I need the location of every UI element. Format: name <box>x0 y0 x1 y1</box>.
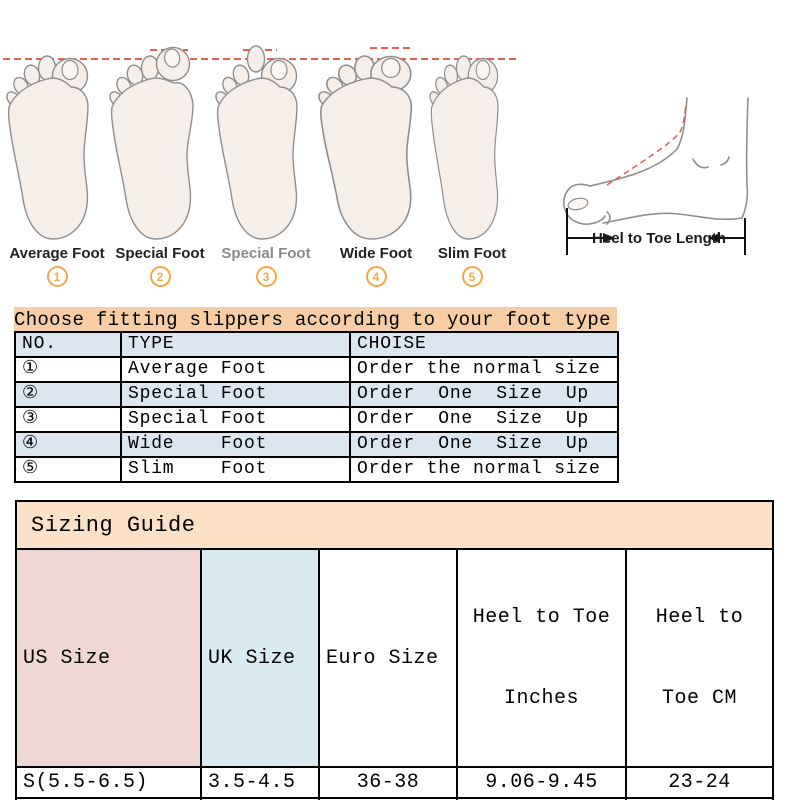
col-header-euro-size: Euro Size <box>318 548 458 768</box>
uk-size-value: 5-6.5 <box>200 797 320 800</box>
col-header-heel-to-toe-inches: Heel to Toe Inches <box>456 548 627 768</box>
foot-number-badge: 5 <box>461 266 483 287</box>
fit-no: ④ <box>14 431 122 458</box>
us-size-value: S(5.5-6.5) <box>15 766 202 799</box>
fit-table-row-1: ① Average Foot Order the normal size <box>14 356 619 383</box>
inches-value: 9.84-10.24 <box>456 797 627 800</box>
instep-dashed-line <box>606 102 687 186</box>
sizing-title-row: Sizing Guide <box>14 500 775 550</box>
special-foot-icon <box>215 45 298 240</box>
fit-table: NO. TYPE CHOISE ① Average Foot Order the… <box>14 331 619 483</box>
foot-type-wide: Wide Foot 4 <box>318 53 426 287</box>
foot-type-special-1: Special Foot 2 <box>109 46 210 287</box>
cm-value: 25-26 <box>624 797 775 800</box>
fit-header-no: NO. <box>14 331 122 358</box>
fit-choise: Order the normal size <box>349 356 619 383</box>
fit-no: ⑤ <box>14 456 122 483</box>
sizing-table: Sizing Guide US Size UK Size Euro Size H… <box>14 500 775 800</box>
foot-number-badge: 2 <box>149 266 171 287</box>
fit-table-row-4: ④ Wide Foot Order One Size Up <box>14 431 619 458</box>
sizing-header-row: US Size UK Size Euro Size Heel to Toe In… <box>15 548 775 768</box>
foot-type-slim: Slim Foot 5 <box>422 53 522 287</box>
fit-type: Average Foot <box>120 356 351 383</box>
fit-table-title: Choose fitting slippers according to you… <box>14 307 617 331</box>
foot-label: Special Foot <box>115 245 205 262</box>
fit-no: ③ <box>14 406 122 433</box>
euro-size-value: 36-38 <box>318 766 458 799</box>
col-header-heel-to-toe-cm: Heel to Toe CM <box>624 548 775 768</box>
fit-table-row-2: ② Special Foot Order One Size Up <box>14 381 619 408</box>
foot-label: Average Foot <box>9 245 105 262</box>
fit-table-row-3: ③ Special Foot Order One Size Up <box>14 406 619 433</box>
fit-choise: Order One Size Up <box>349 381 619 408</box>
fit-choise: Order One Size Up <box>349 431 619 458</box>
us-size-value: M(7-8) <box>15 797 202 800</box>
fit-header-type: TYPE <box>120 331 351 358</box>
fit-type: Wide Foot <box>120 431 351 458</box>
special-foot-icon <box>109 46 194 240</box>
wide-foot-icon <box>318 55 413 240</box>
foot-label: Slim Foot <box>437 245 507 262</box>
euro-size-value: 39-40 <box>318 797 458 800</box>
sizing-guide-title: Sizing Guide <box>14 500 775 550</box>
fit-type: Special Foot <box>120 406 351 433</box>
cm-value: 23-24 <box>624 766 775 799</box>
average-foot-icon <box>6 55 89 240</box>
foot-label: Special Foot <box>221 245 311 262</box>
foot-label: Wide Foot <box>339 245 413 262</box>
heel-to-toe-length-label: Heel to Toe Length <box>592 230 726 247</box>
fit-choise: Order the normal size <box>349 456 619 483</box>
fit-type: Special Foot <box>120 381 351 408</box>
side-foot-measurement-diagram: Heel to Toe Length <box>563 97 749 255</box>
sizing-row-m: M(7-8) 5-6.5 39-40 9.84-10.24 25-26 <box>15 797 775 800</box>
foot-type-average: Average Foot 1 <box>6 53 107 287</box>
foot-type-special-2: Special Foot 3 <box>215 45 316 287</box>
fit-type: Slim Foot <box>120 456 351 483</box>
sizing-row-s: S(5.5-6.5) 3.5-4.5 36-38 9.06-9.45 23-24 <box>15 766 775 799</box>
foot-number-badge: 3 <box>255 266 277 287</box>
fit-table-header-row: NO. TYPE CHOISE <box>14 331 619 358</box>
fit-header-choise: CHOISE <box>349 331 619 358</box>
slim-foot-icon <box>429 55 499 240</box>
uk-size-value: 3.5-4.5 <box>200 766 320 799</box>
foot-number-badge: 4 <box>365 266 387 287</box>
fit-no: ② <box>14 381 122 408</box>
fit-table-row-5: ⑤ Slim Foot Order the normal size <box>14 456 619 483</box>
foot-number-badge: 1 <box>46 266 68 287</box>
fit-no: ① <box>14 356 122 383</box>
fit-choise: Order One Size Up <box>349 406 619 433</box>
toe-overhang-dash-4 <box>370 47 410 49</box>
col-header-us-size: US Size <box>15 548 202 768</box>
col-header-uk-size: UK Size <box>200 548 320 768</box>
inches-value: 9.06-9.45 <box>456 766 627 799</box>
